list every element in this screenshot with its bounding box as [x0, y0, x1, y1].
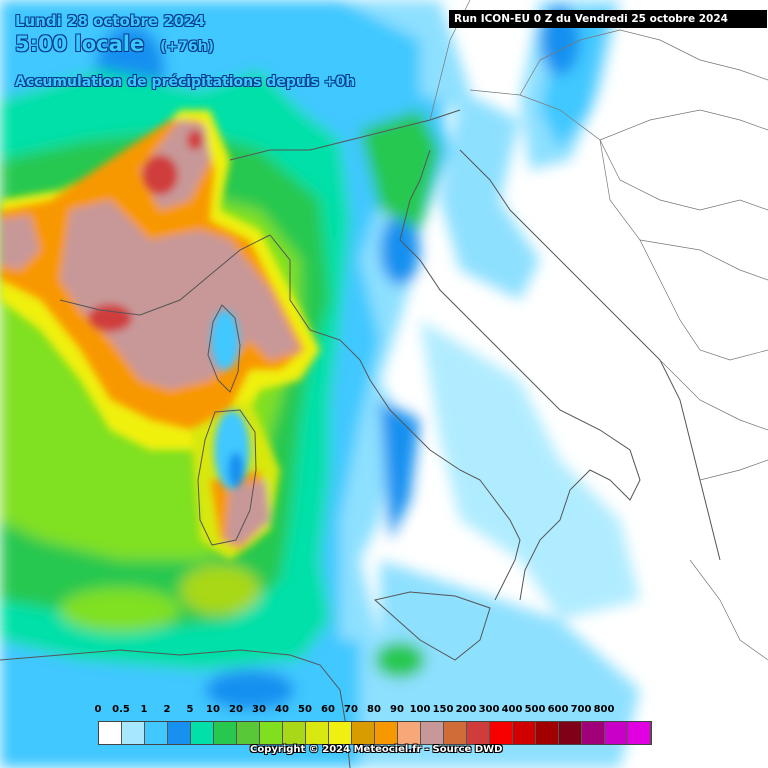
forecast-lead-time: (+76h) [160, 39, 214, 55]
precipitation-legend: 0 0.5 1 2 5 10 20 30 40 50 60 70 80 90 100 150 200 300 400… [94, 704, 678, 745]
map-title: Accumulation de précipitations depuis +0… [15, 74, 356, 90]
legend-label: 80 [367, 704, 381, 715]
legend-label: 800 [593, 704, 615, 715]
legend-swatch [168, 722, 191, 744]
legend-color-bar [98, 721, 652, 745]
legend-label: 500 [524, 704, 546, 715]
legend-label: 700 [570, 704, 592, 715]
legend-label: 10 [206, 704, 220, 715]
legend-label: 60 [321, 704, 335, 715]
legend-swatch [582, 722, 605, 744]
legend-swatch [536, 722, 559, 744]
legend-swatch [513, 722, 536, 744]
model-run-label: Run ICON-EU 0 Z du Vendredi 25 octobre 2… [449, 10, 767, 28]
precipitation-field [0, 0, 640, 768]
legend-label: 150 [432, 704, 454, 715]
legend-swatch [329, 722, 352, 744]
legend-swatch [145, 722, 168, 744]
legend-swatch [421, 722, 444, 744]
legend-swatch [490, 722, 513, 744]
legend-label: 200 [455, 704, 477, 715]
forecast-date: Lundi 28 octobre 2024 [15, 12, 206, 30]
legend-label: 70 [344, 704, 358, 715]
legend-swatch [260, 722, 283, 744]
legend-swatch [122, 722, 145, 744]
legend-label: 30 [252, 704, 266, 715]
legend-label: 0.5 [112, 704, 130, 715]
legend-swatch [628, 722, 651, 744]
legend-label: 5 [186, 704, 194, 715]
legend-swatch [191, 722, 214, 744]
legend-labels: 0 0.5 1 2 5 10 20 30 40 50 60 70 80 90 100 150 200 300 400… [94, 704, 678, 718]
legend-label: 40 [275, 704, 289, 715]
legend-label: 0 [94, 704, 102, 715]
legend-swatch [237, 722, 260, 744]
legend-label: 300 [478, 704, 500, 715]
legend-swatch [306, 722, 329, 744]
copyright-notice: Copyright © 2024 Meteociel.fr - Source D… [250, 744, 503, 755]
legend-swatch [375, 722, 398, 744]
legend-label: 90 [390, 704, 404, 715]
legend-label: 100 [409, 704, 431, 715]
legend-swatch [467, 722, 490, 744]
forecast-time: 5:00 locale [15, 32, 145, 56]
legend-label: 2 [163, 704, 171, 715]
legend-label: 600 [547, 704, 569, 715]
legend-label: 50 [298, 704, 312, 715]
legend-swatch [214, 722, 237, 744]
legend-swatch [99, 722, 122, 744]
coastlines [0, 109, 721, 768]
legend-swatch [559, 722, 582, 744]
legend-swatch [398, 722, 421, 744]
legend-swatch [444, 722, 467, 744]
legend-label: 1 [140, 704, 148, 715]
legend-label: 20 [229, 704, 243, 715]
legend-swatch [605, 722, 628, 744]
legend-swatch [283, 722, 306, 744]
legend-swatch [352, 722, 375, 744]
legend-label: 400 [501, 704, 523, 715]
